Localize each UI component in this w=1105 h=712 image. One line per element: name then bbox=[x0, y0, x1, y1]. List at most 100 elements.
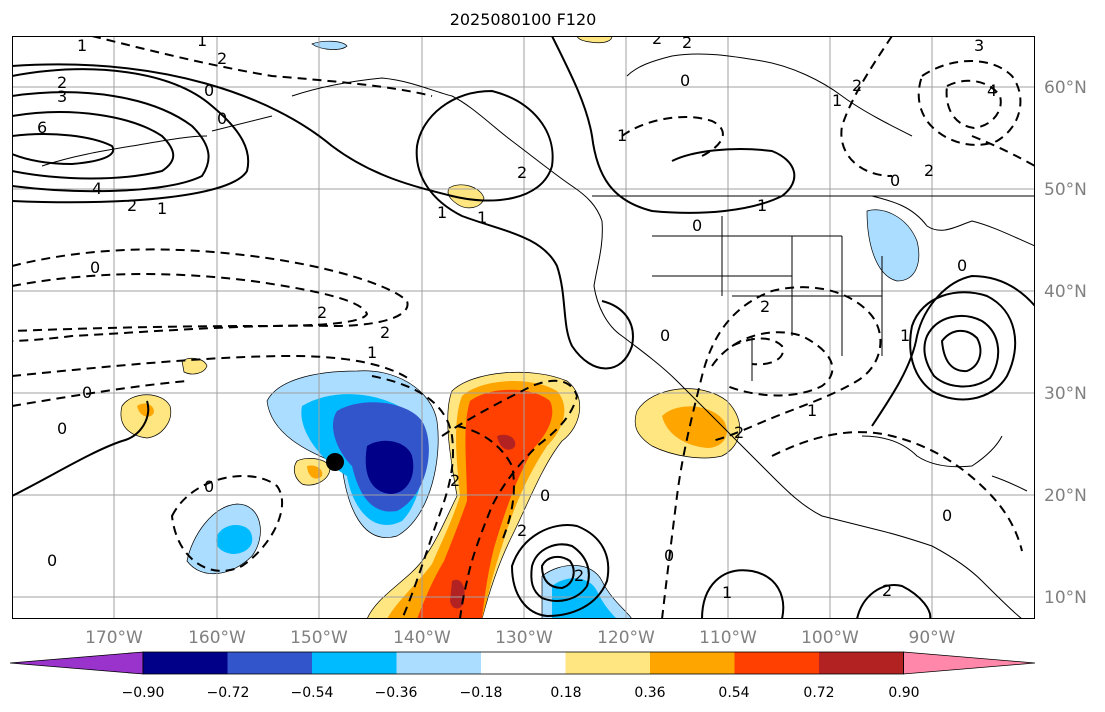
colorbar-segment bbox=[734, 652, 820, 674]
positive-anomaly-region bbox=[447, 184, 485, 209]
contour-label: 2 bbox=[682, 36, 692, 52]
solid-contours bbox=[12, 36, 1035, 619]
contour-label: 2 bbox=[57, 73, 67, 92]
colorbar-segment bbox=[143, 652, 228, 674]
contour-label: 1 bbox=[197, 36, 207, 50]
colorbar-tick-label: 0.36 bbox=[634, 685, 665, 701]
contour-label: 0 bbox=[204, 81, 214, 100]
contour-label: 0 bbox=[57, 419, 67, 438]
positive-anomaly-region bbox=[662, 406, 727, 448]
contour-label: 0 bbox=[942, 506, 952, 525]
contour-label: 0 bbox=[692, 216, 702, 235]
colorbar-segments bbox=[10, 651, 1036, 675]
lat-label: 60°N bbox=[1044, 78, 1087, 98]
contour-label: 3 bbox=[974, 36, 984, 55]
contour-label: 2 bbox=[760, 297, 770, 316]
contour-label: 1 bbox=[77, 36, 87, 55]
contour-label: 0 bbox=[890, 171, 900, 190]
colorbar-segment bbox=[650, 652, 735, 674]
contour-label: 2 bbox=[517, 521, 527, 540]
contour-labels: 1 2 3 6 4 2 1 0 0 0 2 1 2 0 1 0 0 2 1 0 … bbox=[37, 36, 997, 602]
lat-label: 20°N bbox=[1044, 486, 1087, 506]
colorbar-frame bbox=[142, 651, 904, 675]
contour-label: 1 bbox=[722, 583, 732, 602]
contour-label: 2 bbox=[852, 76, 862, 95]
lon-label: 160°W bbox=[188, 628, 246, 648]
contour-label: 2 bbox=[217, 49, 227, 68]
shading-layer bbox=[120, 36, 920, 619]
colorbar-segment bbox=[481, 652, 566, 674]
contour-label: 0 bbox=[47, 551, 57, 570]
contour-label: 2 bbox=[734, 423, 744, 442]
contour-label: 1 bbox=[617, 126, 627, 145]
contour-label: 0 bbox=[660, 326, 670, 345]
lat-label: 30°N bbox=[1044, 384, 1087, 404]
contour-label: 0 bbox=[540, 486, 550, 505]
lon-label: 120°W bbox=[597, 628, 655, 648]
contour-label: 2 bbox=[574, 566, 584, 585]
colorbar-ticks: −0.90 −0.72 −0.54 −0.36 −0.18 0.18 0.36 … bbox=[122, 685, 920, 701]
lat-label: 10°N bbox=[1044, 588, 1087, 608]
contour-label: 2 bbox=[882, 581, 892, 600]
lon-label: 110°W bbox=[699, 628, 757, 648]
contour-label: 0 bbox=[217, 109, 227, 128]
contour-label: 2 bbox=[380, 323, 390, 342]
negative-anomaly-region bbox=[866, 209, 920, 282]
contour-label: 1 bbox=[437, 203, 447, 222]
contour-label: 0 bbox=[90, 258, 100, 277]
negative-anomaly-region bbox=[365, 440, 414, 494]
contour-label: 3 bbox=[57, 87, 67, 106]
lat-label: 50°N bbox=[1044, 180, 1087, 200]
lon-label: 100°W bbox=[801, 628, 859, 648]
colorbar-tick-label: −0.54 bbox=[291, 685, 334, 701]
contour-label: 1 bbox=[832, 91, 842, 110]
colorbar-tick-label: 0.72 bbox=[803, 685, 834, 701]
negative-anomaly-region bbox=[216, 524, 253, 554]
negative-anomaly-region bbox=[311, 40, 348, 50]
positive-anomaly-region bbox=[497, 434, 516, 450]
contour-label: 2 bbox=[127, 196, 137, 215]
lon-label: 130°W bbox=[495, 628, 553, 648]
lat-label: 40°N bbox=[1044, 282, 1087, 302]
colorbar-tick-label: 0.18 bbox=[550, 685, 581, 701]
contour-label: 1 bbox=[477, 208, 487, 227]
colorbar-segment bbox=[227, 652, 313, 674]
colorbar-segment bbox=[565, 652, 651, 674]
contour-label: 4 bbox=[987, 81, 997, 100]
dashed-contours bbox=[12, 36, 1035, 619]
lon-label: 150°W bbox=[290, 628, 348, 648]
contour-label: 0 bbox=[680, 71, 690, 90]
contour-label: 2 bbox=[450, 471, 460, 490]
colorbar-tick-label: −0.90 bbox=[122, 685, 165, 701]
positive-anomaly-region bbox=[181, 357, 208, 375]
contour-label: 2 bbox=[924, 161, 934, 180]
contour-label: 1 bbox=[757, 196, 767, 215]
lon-label: 170°W bbox=[85, 628, 143, 648]
contour-label: 0 bbox=[664, 546, 674, 565]
contour-label: 4 bbox=[92, 179, 102, 198]
colorbar-tick-label: 0.54 bbox=[718, 685, 749, 701]
colorbar-tick-label: −0.72 bbox=[207, 685, 250, 701]
colorbar-tick-label: −0.18 bbox=[460, 685, 503, 701]
contour-label: 0 bbox=[204, 477, 214, 496]
colorbar-segment bbox=[312, 652, 397, 674]
contour-label: 0 bbox=[82, 383, 92, 402]
contour-label: 1 bbox=[807, 401, 817, 420]
contour-label: 1 bbox=[900, 326, 910, 345]
positive-anomaly-region bbox=[450, 579, 465, 609]
positive-anomaly-region bbox=[307, 465, 323, 479]
contour-label: 2 bbox=[652, 36, 662, 48]
contour-label: 2 bbox=[517, 163, 527, 182]
colorbar-segment bbox=[819, 652, 904, 674]
colorbar-extend-low bbox=[10, 651, 144, 675]
colorbar: −0.90 −0.72 −0.54 −0.36 −0.18 0.18 0.36 … bbox=[10, 651, 1036, 701]
colorbar-tick-label: 0.90 bbox=[888, 685, 919, 701]
map-title: 2025080100 F120 bbox=[449, 10, 597, 29]
contour-label: 2 bbox=[317, 303, 327, 322]
positive-anomaly-region bbox=[417, 389, 553, 619]
storm-center-marker bbox=[326, 453, 344, 471]
colorbar-segment bbox=[396, 652, 482, 674]
map-frame bbox=[12, 36, 1035, 619]
coastlines bbox=[41, 53, 1035, 619]
positive-anomaly-region bbox=[137, 403, 154, 417]
